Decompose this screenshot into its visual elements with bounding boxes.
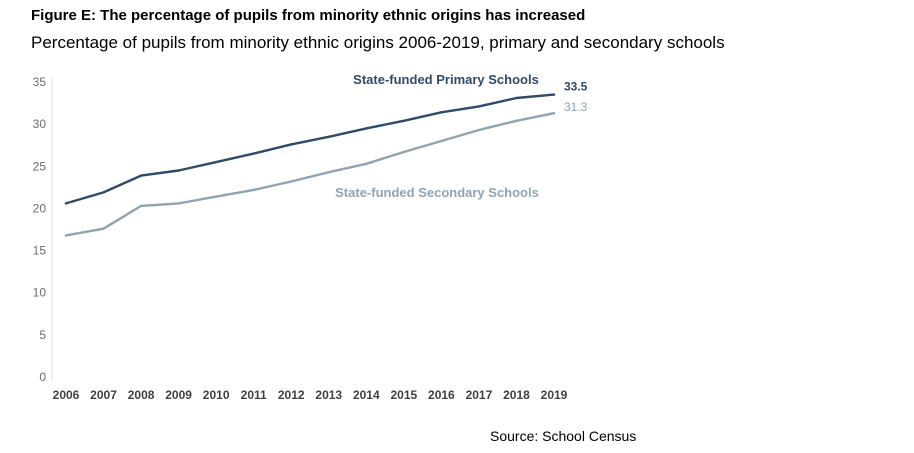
data-point: [440, 139, 443, 143]
y-tick-label: 30: [33, 117, 47, 131]
data-point: [327, 135, 330, 138]
data-point: [515, 96, 518, 100]
y-tick-label: 35: [33, 75, 47, 89]
data-point: [139, 174, 143, 177]
x-tick-label: 2016: [428, 388, 455, 402]
data-point: [327, 170, 330, 174]
x-tick-label: 2012: [278, 388, 305, 402]
data-point: [365, 162, 368, 165]
x-tick-label: 2010: [203, 388, 230, 402]
y-tick-label: 10: [33, 286, 47, 300]
data-point: [552, 111, 556, 115]
data-point: [252, 152, 255, 155]
data-point: [290, 143, 293, 146]
data-point: [552, 93, 556, 96]
x-tick-label: 2015: [390, 388, 417, 402]
series-line-secondary: [64, 111, 556, 237]
data-point: [139, 204, 143, 208]
x-tick-label: 2008: [128, 388, 155, 402]
series-layer: [64, 93, 556, 237]
data-point: [102, 191, 105, 194]
figure-subtitle: Percentage of pupils from minority ethni…: [31, 33, 725, 52]
x-tick-label: 2006: [53, 388, 80, 402]
data-point: [214, 160, 218, 164]
data-point: [214, 195, 218, 198]
data-point: [252, 188, 255, 192]
y-tick-label: 0: [39, 370, 46, 384]
data-point: [477, 105, 481, 108]
y-tick-label: 15: [33, 244, 47, 258]
data-point: [64, 202, 68, 205]
series-name-label: State-funded Primary Schools: [353, 72, 539, 87]
data-point: [177, 202, 180, 205]
data-point: [477, 128, 481, 132]
x-tick-label: 2007: [90, 388, 117, 402]
data-point: [64, 234, 68, 237]
source-note: Source: School Census: [490, 428, 637, 444]
data-point: [102, 227, 105, 230]
y-tick-label: 25: [33, 159, 47, 173]
data-point: [290, 180, 293, 183]
figure-title: Figure E: The percentage of pupils from …: [31, 7, 586, 24]
series-line-primary: [64, 93, 556, 205]
data-point: [402, 119, 406, 122]
x-tick-label: 2018: [503, 388, 530, 402]
x-tick-label: 2017: [466, 388, 493, 402]
series-end-value-label: 31.3: [564, 100, 588, 114]
x-axis: 2006 2007 2008 2009 2010 2011 2012 2013 2014 2015…: [53, 388, 568, 402]
y-tick-label: 5: [39, 328, 46, 342]
series-end-value-label: 33.5: [564, 80, 588, 94]
series-name-label: State-funded Secondary Schools: [335, 185, 539, 200]
x-tick-label: 2019: [541, 388, 568, 402]
data-point: [177, 169, 180, 172]
data-point: [515, 119, 518, 122]
x-tick-label: 2011: [241, 388, 267, 402]
x-tick-label: 2009: [165, 388, 192, 402]
data-point: [365, 127, 368, 130]
x-tick-label: 2013: [315, 388, 342, 402]
y-tick-label: 20: [33, 201, 47, 215]
data-point: [440, 111, 443, 114]
data-point: [402, 150, 406, 154]
label-layer: State-funded Primary Schools 33.5 State-fu…: [335, 72, 588, 200]
y-axis: 0 5 10 15 20 25 30 35: [33, 75, 53, 384]
x-tick-label: 2014: [353, 388, 380, 402]
